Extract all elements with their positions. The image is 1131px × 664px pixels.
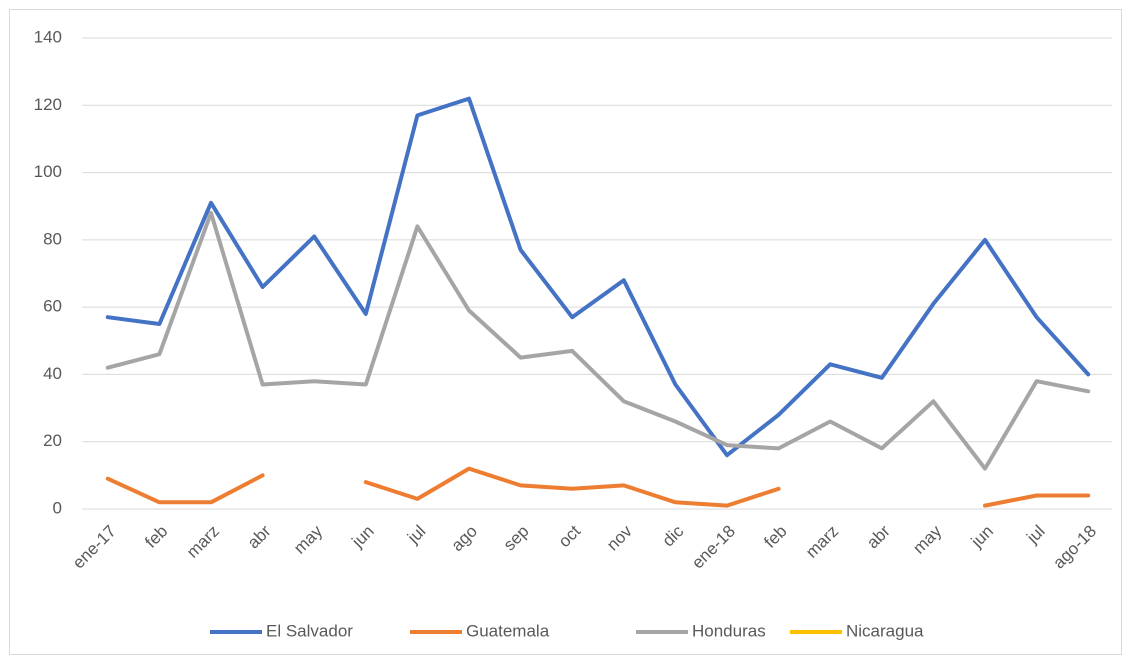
y-tick-label: 20: [43, 431, 62, 450]
series-line: [105, 466, 1091, 508]
series-line: [105, 96, 1091, 458]
y-tick-label: 80: [43, 229, 62, 248]
y-tick-label: 100: [34, 162, 62, 181]
legend-label: Honduras: [692, 621, 766, 640]
legend-label: Guatemala: [466, 621, 550, 640]
legend-label: El Salvador: [266, 621, 353, 640]
legend-label: Nicaragua: [846, 621, 924, 640]
y-tick-label: 120: [34, 95, 62, 114]
y-tick-label: 140: [34, 27, 62, 46]
chart-border: [9, 9, 1122, 655]
y-tick-label: 0: [53, 498, 62, 517]
series-line: [105, 210, 1091, 471]
y-tick-label: 60: [43, 297, 62, 316]
y-tick-label: 40: [43, 364, 62, 383]
